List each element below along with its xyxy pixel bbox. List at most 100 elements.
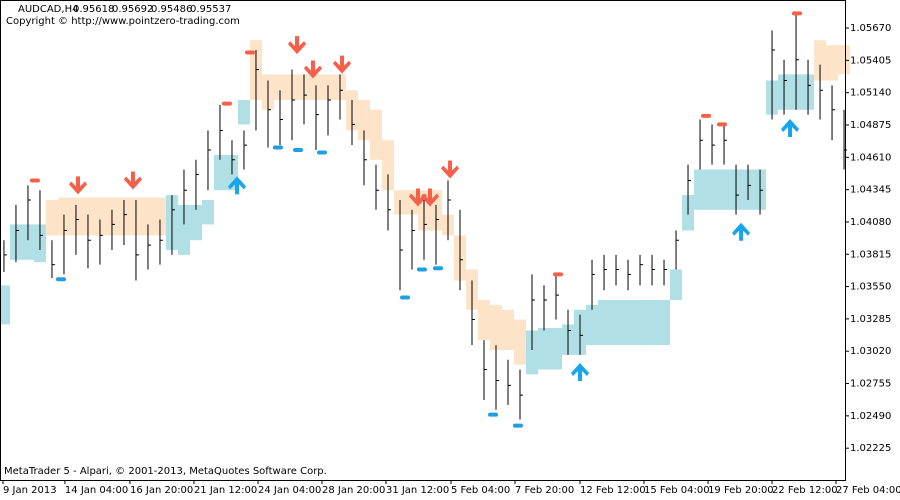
signal-arrow <box>333 55 352 74</box>
channel-band <box>502 309 515 350</box>
x-tick-label: 21 Jan 12:00 <box>194 485 257 496</box>
channel-band <box>694 169 707 210</box>
signal-arrow <box>288 36 307 55</box>
channel-band <box>526 330 539 375</box>
swing-marker <box>416 267 427 272</box>
y-tick-label: 1.04080 <box>850 217 891 228</box>
channel-band <box>141 197 154 236</box>
channel-band <box>634 300 647 346</box>
y-tick-label: 1.03550 <box>850 282 891 293</box>
swing-marker <box>716 122 727 127</box>
channel-band <box>718 169 731 210</box>
signal-arrow <box>421 188 440 207</box>
swing-marker <box>488 412 499 417</box>
channel-band <box>586 304 599 346</box>
header-open: 0.95618 <box>73 4 114 15</box>
channel-band <box>658 300 671 346</box>
channel-band <box>622 300 635 346</box>
swing-marker <box>400 295 411 300</box>
symbol-title: AUDCAD,H4 <box>18 4 78 15</box>
signal-arrow <box>408 188 427 207</box>
swing-marker <box>29 178 40 183</box>
header-high: 0.95692 <box>112 4 153 15</box>
x-tick-label: 27 Feb 04:00 <box>836 485 900 496</box>
signal-arrow <box>571 362 590 381</box>
x-tick-label: 14 Jan 04:00 <box>65 485 128 496</box>
y-tick-label: 1.02755 <box>850 379 891 390</box>
y-tick-label: 1.03285 <box>850 314 891 325</box>
channel-band <box>670 269 683 300</box>
plot-frame <box>0 0 846 481</box>
swing-marker <box>221 101 232 106</box>
channel-band <box>550 328 563 370</box>
channel-band <box>369 109 382 160</box>
x-tick-label: 16 Jan 20:00 <box>130 485 193 496</box>
swing-marker <box>316 150 327 155</box>
channel-band <box>273 74 286 100</box>
channel-band <box>45 200 58 236</box>
channel-band <box>706 169 719 210</box>
channel-band <box>478 300 491 341</box>
x-tick-label: 19 Feb 20:00 <box>708 485 774 496</box>
swing-marker <box>292 148 303 152</box>
y-tick-label: 1.03020 <box>850 346 891 357</box>
y-tick-label: 1.02490 <box>850 411 891 422</box>
x-tick-label: 31 Jan 12:00 <box>386 485 449 496</box>
channel-band <box>21 224 34 260</box>
y-tick-label: 1.05670 <box>850 23 891 34</box>
channel-band <box>201 200 214 225</box>
signal-arrow <box>441 160 460 179</box>
y-tick-label: 1.03815 <box>850 249 891 260</box>
x-tick-label: 28 Jan 20:00 <box>322 485 385 496</box>
header-low: 0.95486 <box>151 4 192 15</box>
swing-marker <box>553 272 564 277</box>
y-tick-label: 1.04345 <box>850 185 891 196</box>
y-tick-label: 1.05405 <box>850 55 891 66</box>
channel-band <box>357 100 370 141</box>
swing-marker <box>272 145 283 150</box>
channel-band <box>93 197 106 236</box>
y-tick-label: 1.05140 <box>850 88 891 99</box>
x-tick-label: 24 Jan 04:00 <box>258 485 321 496</box>
y-tick-label: 1.02225 <box>850 443 891 454</box>
signal-arrow <box>228 176 247 195</box>
x-tick-label: 9 Jan 2013 <box>3 485 57 496</box>
footer: MetaTrader 5 - Alpari, © 2001-2013, Meta… <box>4 466 327 477</box>
x-tick-label: 15 Feb 04:00 <box>644 485 710 496</box>
channel-band <box>538 328 551 370</box>
signal-arrow <box>123 171 142 190</box>
y-tick-label: 1.04875 <box>850 120 891 131</box>
channel-band <box>646 300 659 346</box>
y-tick-label: 1.04610 <box>850 152 891 163</box>
channel-band <box>814 40 827 81</box>
signal-arrow <box>303 60 322 79</box>
swing-marker <box>55 277 66 282</box>
channel-band <box>213 154 226 191</box>
channel-band <box>381 140 394 191</box>
signal-arrow <box>781 119 800 138</box>
swing-marker <box>433 266 444 271</box>
channel-band <box>514 319 527 365</box>
channel-band <box>610 300 623 346</box>
plot-area <box>0 11 851 428</box>
swing-marker <box>244 50 255 55</box>
channel-band <box>405 190 418 215</box>
header-close: 0.95537 <box>190 4 231 15</box>
swing-marker <box>701 113 712 118</box>
channel-band <box>598 300 611 346</box>
subtitle: Copyright © http://www.pointzero-trading… <box>6 16 240 27</box>
x-tick-label: 7 Feb 20:00 <box>515 485 574 496</box>
swing-marker <box>791 11 802 16</box>
signal-arrow <box>69 176 88 195</box>
swing-marker <box>512 423 523 428</box>
signal-arrow <box>732 222 751 241</box>
channel-band <box>838 45 851 75</box>
x-tick-label: 12 Feb 12:00 <box>580 485 646 496</box>
channel-band <box>0 285 10 325</box>
channel-band <box>490 304 503 350</box>
channel-band <box>189 204 202 241</box>
x-tick-label: 5 Feb 04:00 <box>451 485 510 496</box>
x-tick-label: 22 Feb 12:00 <box>772 485 838 496</box>
